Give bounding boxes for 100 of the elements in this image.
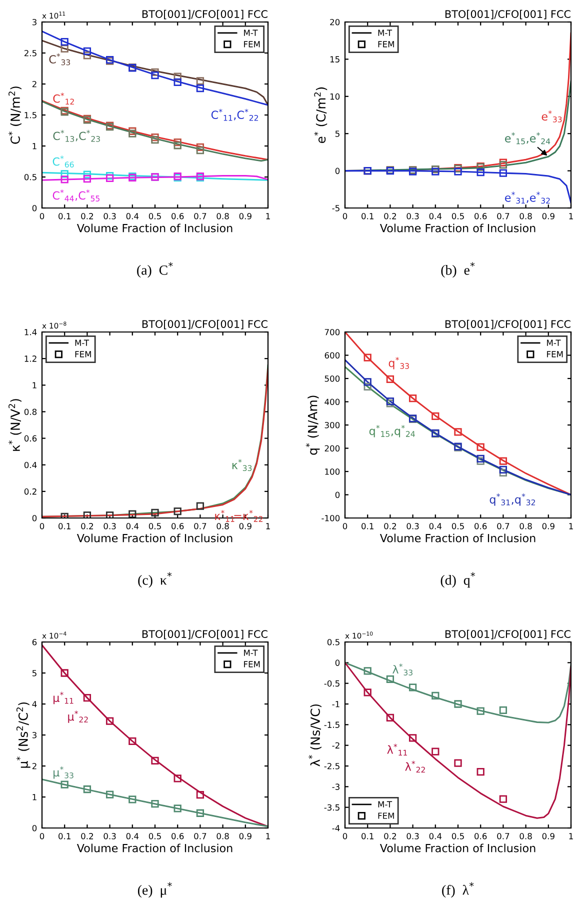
x-axis-title: Volume Fraction of Inclusion: [380, 534, 536, 542]
x-tick-label: 0.7: [497, 833, 510, 840]
annotation: q$^{*}$$_{15}$,q$^{*}$$_{24}$: [369, 424, 415, 438]
x-tick-label: 0.3: [104, 213, 116, 220]
y-axis-title: C$^{*}$ (N/m$^{2}$): [8, 86, 22, 144]
chart-title: BTO[001]/CFO[001] FCC: [445, 320, 570, 330]
x-tick-label: 0.6: [172, 523, 184, 530]
x-tick-label: 0.7: [194, 213, 206, 220]
point: [386, 397, 394, 406]
annotation: M-T: [244, 30, 258, 36]
point: [60, 170, 68, 178]
x-tick-label: 0.4: [126, 213, 139, 220]
point: [83, 694, 92, 702]
annotation: FEM: [75, 351, 91, 358]
point: [196, 146, 204, 154]
y-tick-label: 200: [324, 445, 340, 452]
text: (c) κ$^{*}$: [138, 572, 172, 588]
point: [476, 457, 484, 465]
y-tick-label: -5: [332, 205, 340, 212]
x-tick-label: 0.3: [406, 523, 419, 530]
point: [128, 130, 136, 138]
x-tick-label: 0: [342, 523, 348, 530]
point: [499, 169, 508, 177]
annotation: C$^{*}$$_{11}$,C$^{*}$$_{22}$: [211, 108, 258, 121]
point: [151, 756, 159, 765]
y-tick-label: -2.5: [324, 762, 340, 770]
x-axis-title: Volume Fraction of Inclusion: [76, 224, 232, 232]
x-tick-label: 0.5: [452, 523, 464, 530]
x-tick-label: 1: [569, 213, 573, 220]
point: [432, 412, 440, 420]
annotation: M-T: [378, 30, 392, 36]
x-tick-label: 1: [266, 523, 270, 530]
x-tick-label: 0.9: [542, 523, 554, 530]
x-tick-label: 0: [40, 523, 44, 530]
y-axis-title: e$^{*}$ (C/m$^{2}$): [314, 87, 328, 144]
x-tick-label: 0.3: [406, 833, 419, 840]
x-tick-label: 0.9: [542, 833, 554, 840]
y-tick-label: 0.4: [24, 462, 37, 468]
point: [151, 68, 159, 76]
y-axis-title: μ$^{*}$ (Ns$^{2}$/C$^{2}$): [16, 702, 30, 768]
y-tick-label: 0.8: [24, 408, 37, 415]
line-series: [345, 662, 571, 724]
y-tick-label: -1.5: [324, 722, 340, 728]
x-tick-label: 0.9: [542, 213, 554, 220]
point: [386, 375, 394, 384]
y-tick-label: 700: [324, 328, 340, 336]
x-tick-label: 0.5: [148, 523, 161, 530]
point: [499, 158, 508, 166]
y-tick-label: 5: [335, 130, 340, 137]
point: [151, 72, 159, 80]
annotation: e$^{*}$$_{31}$,e$^{*}$$_{32}$: [505, 192, 550, 204]
point: [174, 142, 182, 150]
y-axis-title: λ$^{*}$ (Ns/VC): [308, 704, 322, 766]
point: [106, 717, 114, 725]
annotation: e$^{*}$$_{15}$,e$^{*}$$_{24}$: [505, 132, 550, 144]
point: [83, 47, 92, 55]
y-tick-label: 600: [324, 352, 340, 359]
y-tick-label: 2: [32, 762, 36, 770]
y-tick-label: -1: [332, 701, 340, 708]
x-tick-label: 0.2: [384, 213, 396, 220]
point: [454, 168, 462, 176]
point: [128, 796, 136, 804]
annotation: M-T: [547, 340, 561, 346]
y-tick-label: -100: [322, 514, 340, 522]
x-tick-label: 0.4: [429, 833, 442, 840]
line-series: [345, 662, 571, 819]
x-tick-label: 0.7: [194, 523, 206, 530]
annotation: λ$^{*}$$_{11}$: [387, 744, 407, 756]
x-tick-label: 0.9: [239, 213, 252, 220]
x-tick-label: 0.1: [362, 523, 374, 530]
y-tick-label: 1.5: [24, 112, 36, 118]
y-tick-label: 500: [324, 375, 340, 382]
x-tick-label: 0: [40, 833, 44, 840]
y-tick-label: 6: [32, 638, 37, 646]
text: (a) C$^{*}$: [137, 262, 173, 278]
point: [499, 795, 508, 803]
annotation: C$^{*}$$_{33}$: [49, 53, 70, 66]
point: [196, 809, 204, 817]
x-tick-label: 0.6: [172, 833, 184, 840]
y-tick-label: -4: [332, 825, 340, 832]
point: [476, 707, 484, 715]
point: [476, 443, 484, 451]
y-tick-label: 0.5: [327, 638, 340, 646]
x-tick-label: 0.8: [216, 213, 229, 220]
x-tick-label: 0.4: [126, 833, 139, 840]
annotation: M-T: [75, 340, 90, 346]
x-tick-label: 0.7: [497, 523, 510, 530]
point: [83, 785, 92, 794]
point: [386, 714, 394, 722]
annotation: μ$^{*}$$_{11}$: [54, 692, 74, 704]
annotation: C$^{*}$$_{66}$: [52, 156, 74, 168]
annotation: e$^{*}$$_{33}$: [542, 110, 562, 122]
point: [106, 174, 114, 182]
point: [83, 170, 92, 178]
x-tick-label: 0.5: [148, 833, 161, 840]
x-axis-title: Volume Fraction of Inclusion: [76, 534, 232, 542]
point: [408, 684, 417, 692]
x-tick-label: 0.5: [148, 213, 161, 220]
chart-title: BTO[001]/CFO[001] FCC: [142, 10, 268, 20]
y-tick-label: -2: [332, 742, 340, 748]
